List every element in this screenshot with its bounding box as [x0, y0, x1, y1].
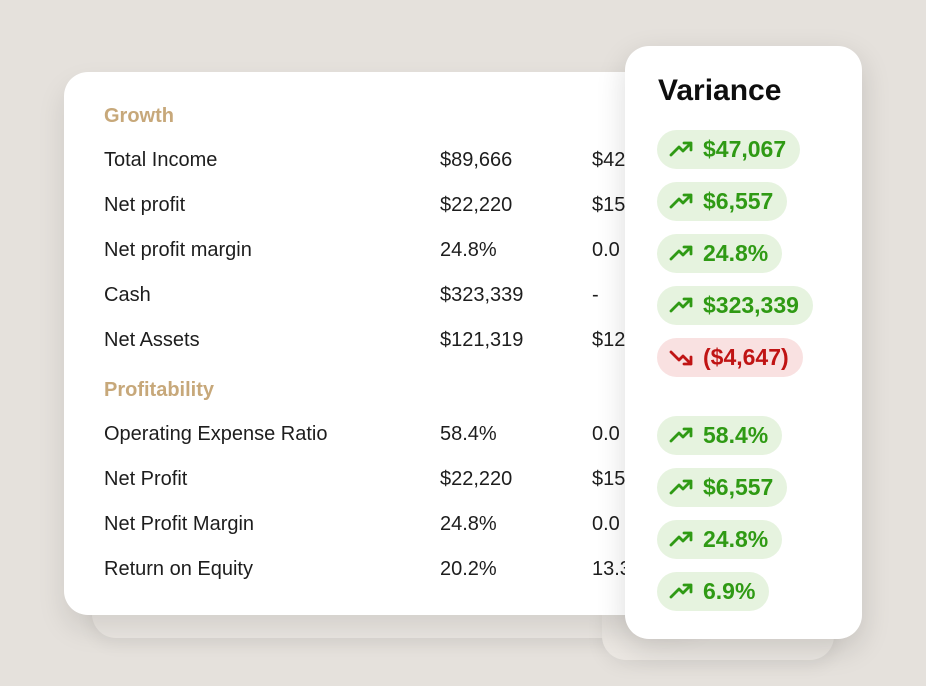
metric-label: Net Assets	[104, 329, 200, 351]
metric-label: Cash	[104, 284, 151, 306]
trend-up-icon	[669, 531, 693, 546]
metric-label: Total Income	[104, 149, 218, 171]
trend-up-icon	[669, 479, 693, 494]
metric-label: Operating Expense Ratio	[104, 423, 328, 445]
prior-value: 0.0	[592, 513, 620, 535]
variance-badge: $6,557	[657, 468, 788, 507]
current-value: 20.2%	[440, 558, 497, 580]
trend-up-icon	[669, 245, 693, 260]
variance-value: $6,557	[703, 188, 774, 214]
variance-value: 24.8%	[703, 526, 769, 552]
metric-label: Return on Equity	[104, 558, 253, 580]
prior-value: 0.0	[592, 423, 620, 445]
table-row: Net Profit $22,220 $15	[104, 468, 704, 498]
variance-value: 24.8%	[703, 240, 769, 266]
table-row: Cash $323,339 -	[104, 284, 704, 314]
variance-value: 6.9%	[703, 578, 756, 604]
table-row: Operating Expense Ratio 58.4% 0.0	[104, 423, 704, 453]
metric-label: Net profit	[104, 194, 186, 216]
variance-value: ($4,647)	[703, 344, 789, 370]
prior-value: 0.0	[592, 239, 620, 261]
table-row: Net Assets $121,319 $12	[104, 329, 704, 359]
prior-value: $42	[592, 149, 626, 171]
variance-card: Variance $47,067 $6,557 24.8% $323,339 (…	[625, 46, 862, 639]
trend-down-icon	[669, 350, 693, 365]
table-row: Net Profit Margin 24.8% 0.0	[104, 513, 704, 543]
current-value: $22,220	[440, 468, 513, 490]
variance-badge: 58.4%	[657, 416, 783, 455]
variance-title: Variance	[658, 74, 782, 107]
variance-badge: ($4,647)	[657, 338, 803, 377]
metric-label: Net Profit	[104, 468, 188, 490]
trend-up-icon	[669, 193, 693, 208]
prior-value: $15	[592, 194, 626, 216]
trend-up-icon	[669, 297, 693, 312]
variance-badge: 24.8%	[657, 520, 783, 559]
trend-up-icon	[669, 583, 693, 598]
section-title-profitability: Profitability	[104, 379, 215, 401]
table-row: Net profit $22,220 $15	[104, 194, 704, 224]
financial-metrics-card: Growth Total Income $89,666 $42 Net prof…	[64, 72, 704, 615]
variance-badge: $323,339	[657, 286, 813, 325]
current-value: 24.8%	[440, 239, 497, 261]
prior-value: 13.3	[592, 558, 631, 580]
section-title-growth: Growth	[104, 105, 174, 127]
variance-value: $47,067	[703, 136, 787, 162]
current-value: $22,220	[440, 194, 513, 216]
table-row: Total Income $89,666 $42	[104, 149, 704, 179]
prior-value: $15	[592, 468, 626, 490]
variance-value: $6,557	[703, 474, 774, 500]
variance-badge: $47,067	[657, 130, 801, 169]
current-value: $89,666	[440, 149, 513, 171]
current-value: 58.4%	[440, 423, 497, 445]
variance-value: $323,339	[703, 292, 799, 318]
variance-value: 58.4%	[703, 422, 769, 448]
current-value: $323,339	[440, 284, 524, 306]
trend-up-icon	[669, 141, 693, 156]
prior-value: $12	[592, 329, 626, 351]
variance-badge: $6,557	[657, 182, 788, 221]
current-value: 24.8%	[440, 513, 497, 535]
variance-badge: 24.8%	[657, 234, 783, 273]
table-row: Net profit margin 24.8% 0.0	[104, 239, 704, 269]
metric-label: Net profit margin	[104, 239, 252, 261]
table-row: Return on Equity 20.2% 13.3	[104, 558, 704, 588]
variance-badge: 6.9%	[657, 572, 770, 611]
metric-label: Net Profit Margin	[104, 513, 255, 535]
prior-value: -	[592, 284, 599, 306]
current-value: $121,319	[440, 329, 524, 351]
trend-up-icon	[669, 427, 693, 442]
